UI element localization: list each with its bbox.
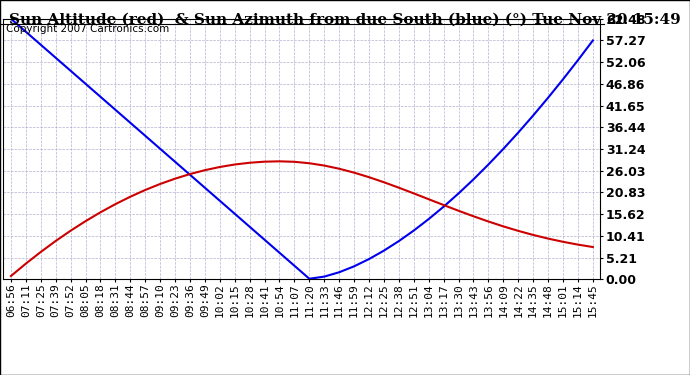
Text: Copyright 2007 Cartronics.com: Copyright 2007 Cartronics.com xyxy=(6,24,170,34)
Text: Sun Altitude (red)  & Sun Azimuth from due South (blue) (°) Tue Nov 20 15:49: Sun Altitude (red) & Sun Azimuth from du… xyxy=(9,13,681,27)
